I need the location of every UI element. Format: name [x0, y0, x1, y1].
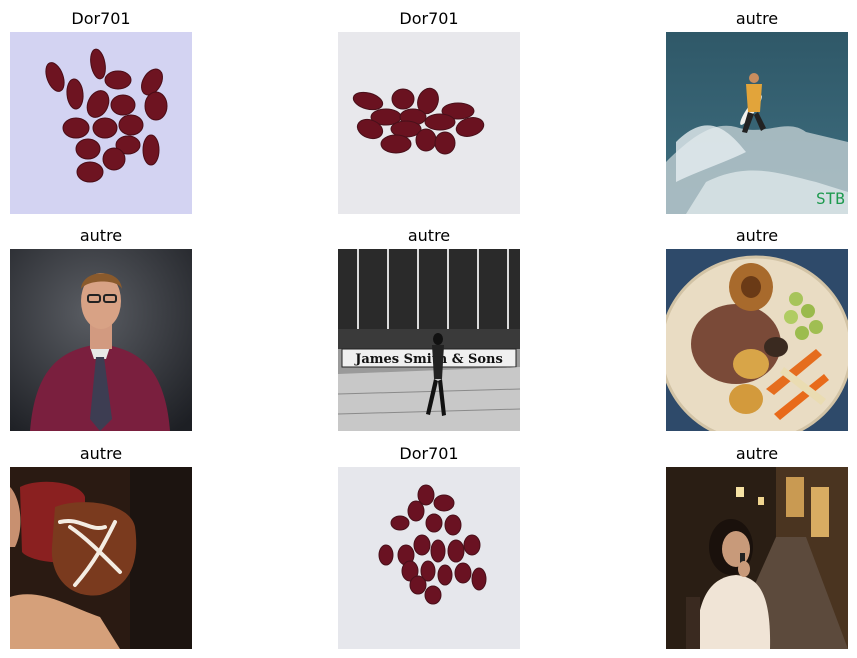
panel-title: autre [735, 444, 779, 463]
panel-image-beans [10, 32, 192, 214]
panel-title: autre [79, 226, 123, 245]
panel-title: autre [735, 9, 779, 28]
panel-image-beans [338, 32, 520, 214]
watermark-text: STB [816, 189, 845, 208]
shop-sign-text: James Smith & Sons [354, 352, 503, 367]
panel-image-jar [10, 467, 192, 649]
panel-image-woman-phone [666, 467, 848, 649]
panel-title: autre [735, 226, 779, 245]
panel-title: Dor701 [399, 444, 459, 463]
panel-image-surfer: STB [666, 32, 848, 214]
panel-image-dinner-plate [666, 249, 848, 431]
panel-image-portrait [10, 249, 192, 431]
panel-title: autre [407, 226, 451, 245]
panel-title: Dor701 [399, 9, 459, 28]
panel-image-street: James Smith & Sons [338, 249, 520, 431]
panel-image-beans [338, 467, 520, 649]
panel-title: Dor701 [71, 9, 131, 28]
panel-title: autre [79, 444, 123, 463]
